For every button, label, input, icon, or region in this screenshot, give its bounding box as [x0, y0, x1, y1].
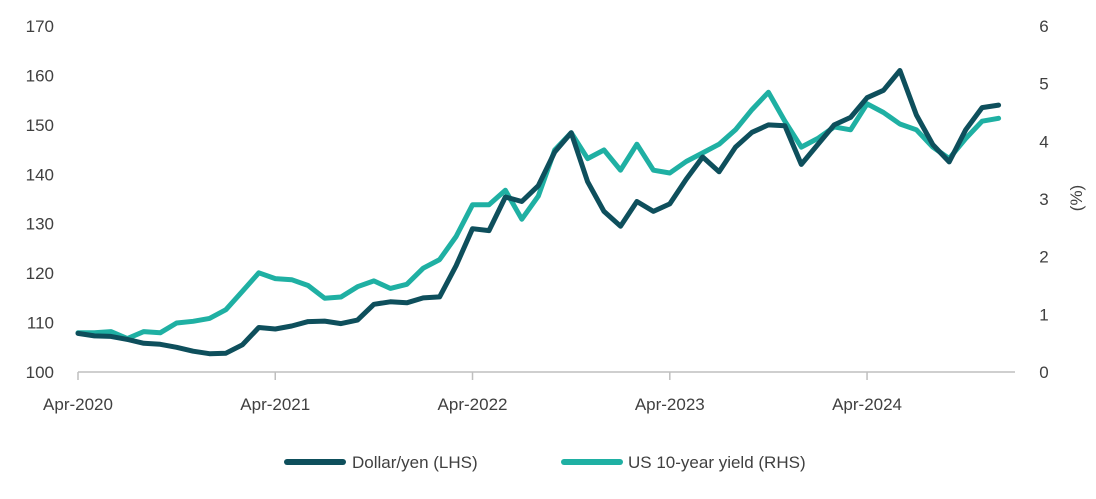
series-line-dollar-yen — [75, 68, 1002, 357]
axes-layer — [77, 371, 1015, 380]
x-tick-label: Apr-2020 — [43, 395, 113, 414]
legend: Dollar/yen (LHS) US 10-year yield (RHS) — [284, 453, 806, 472]
y-left-tick-label: 130 — [26, 215, 54, 234]
series-line-us-10-year-yield — [75, 89, 1002, 342]
y-right-tick-label: 0 — [1039, 363, 1048, 382]
y-left-tick-label: 160 — [26, 66, 54, 85]
legend-label: US 10-year yield (RHS) — [628, 453, 806, 472]
y-right-tick-label: 6 — [1039, 17, 1048, 36]
y-left-tick-label: 110 — [27, 314, 54, 333]
y-left-tick-label: 120 — [26, 264, 54, 283]
y-right-tick-label: 1 — [1039, 305, 1048, 324]
y-right-tick-label: 5 — [1039, 75, 1048, 94]
x-tick-label: Apr-2022 — [438, 395, 508, 414]
y-left-tick-label: 150 — [26, 116, 54, 135]
y-right-tick-label: 2 — [1039, 248, 1048, 267]
y-right-tick-label: 4 — [1039, 132, 1048, 151]
x-tick-label: Apr-2023 — [635, 395, 705, 414]
y-left-tick-label: 170 — [26, 17, 54, 36]
y-left-tick-label: 140 — [26, 165, 54, 184]
series-layer — [75, 68, 1002, 357]
y-left-tick-label: 100 — [26, 363, 54, 382]
y-right-tick-label: 3 — [1039, 190, 1048, 209]
x-tick-label: Apr-2024 — [832, 395, 902, 414]
tick-labels-layer: Apr-2020 Apr-2021 Apr-2022 Apr-2023 Apr-2024… — [26, 17, 1049, 414]
y-axis-right-title: (%) — [1067, 185, 1086, 211]
x-tick-label: Apr-2021 — [240, 395, 310, 414]
legend-label: Dollar/yen (LHS) — [352, 453, 478, 472]
